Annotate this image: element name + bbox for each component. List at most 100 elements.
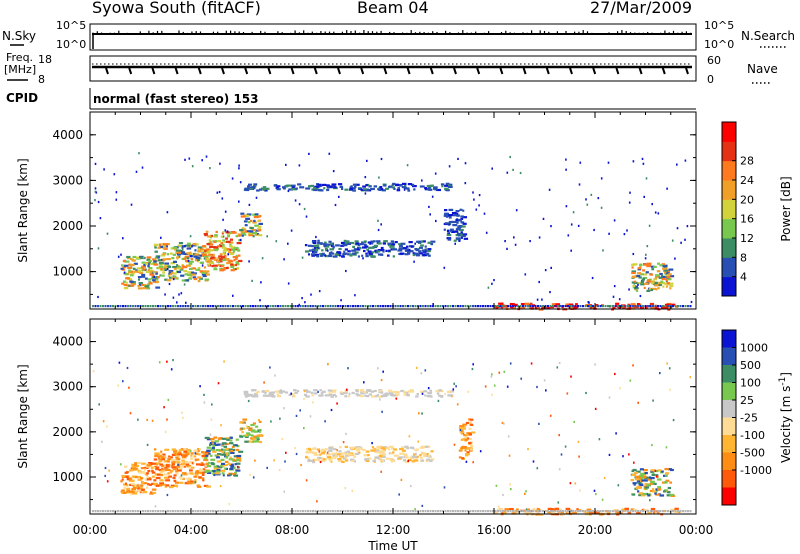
echo-cell xyxy=(141,462,146,465)
echo-cell xyxy=(363,249,366,253)
echo-cell xyxy=(312,461,316,464)
echo-cell xyxy=(524,511,529,514)
echo-cell xyxy=(250,430,255,433)
echo-cell xyxy=(157,256,160,259)
echo-cell xyxy=(126,471,129,474)
near-range-echo xyxy=(364,305,367,308)
sparse-echo xyxy=(228,502,231,506)
sparse-echo xyxy=(354,294,356,297)
echo-cell xyxy=(227,462,231,465)
near-range-echo xyxy=(94,510,97,513)
echo-cell xyxy=(220,242,224,245)
echo-cell xyxy=(208,260,212,263)
echo-cell xyxy=(213,436,218,439)
echo-cell xyxy=(158,259,161,262)
echo-cell xyxy=(229,231,233,234)
echo-cell xyxy=(650,282,654,285)
echo-cell xyxy=(141,273,146,276)
freq-tick-label: 18 xyxy=(38,53,52,66)
echo-cell xyxy=(448,223,451,226)
echo-cell xyxy=(137,276,142,279)
sparse-echo xyxy=(603,476,606,480)
near-range-echo xyxy=(377,510,379,513)
echo-cell xyxy=(221,259,227,262)
echo-cell xyxy=(223,451,226,454)
sparse-echo xyxy=(141,166,144,169)
colorbar-label-close: ] xyxy=(779,372,793,377)
near-range-echo xyxy=(637,305,639,308)
near-range-echo xyxy=(92,510,94,513)
near-range-echo xyxy=(272,305,274,308)
echo-cell xyxy=(331,452,334,455)
echo-cell xyxy=(206,438,212,441)
echo-cell xyxy=(445,189,450,192)
echo-cell xyxy=(421,249,426,252)
sparse-echo xyxy=(415,366,418,369)
sparse-echo xyxy=(676,163,678,166)
echo-cell xyxy=(371,446,374,449)
echo-cell xyxy=(379,186,383,189)
sparse-echo xyxy=(283,407,285,410)
echo-cell xyxy=(351,391,355,395)
echo-cell xyxy=(655,474,659,477)
sparse-echo xyxy=(509,362,512,365)
echo-cell xyxy=(390,452,394,455)
sparse-echo xyxy=(104,466,107,470)
echo-cell xyxy=(460,233,463,236)
echo-cell xyxy=(141,265,146,268)
near-range-echo xyxy=(532,305,534,308)
colorbar-segment xyxy=(722,160,736,181)
near-range-echo xyxy=(364,510,367,513)
sparse-echo xyxy=(318,450,320,453)
echo-cell xyxy=(241,234,244,237)
sparse-echo xyxy=(363,381,365,384)
sparse-echo xyxy=(166,211,169,214)
echo-cell xyxy=(262,186,267,189)
echo-cell xyxy=(370,390,374,393)
sparse-echo xyxy=(203,393,205,396)
echo-cell xyxy=(248,183,253,186)
sparse-echo xyxy=(622,455,624,458)
echo-cell xyxy=(460,215,464,218)
sparse-echo xyxy=(674,257,676,260)
echo-cell xyxy=(404,253,409,256)
echo-cell xyxy=(402,247,408,250)
near-range-echo xyxy=(507,305,509,308)
echo-cell xyxy=(235,263,240,266)
echo-cell xyxy=(460,448,463,451)
near-range-echo xyxy=(574,510,577,513)
sparse-echo xyxy=(330,408,333,412)
echo-cell xyxy=(315,392,318,395)
sparse-echo xyxy=(278,469,281,472)
echo-cell xyxy=(305,187,311,190)
echo-cell xyxy=(176,267,182,270)
sparse-echo xyxy=(538,236,541,239)
echo-cell xyxy=(234,463,237,466)
sparse-echo xyxy=(300,463,302,467)
echo-cell xyxy=(229,238,233,241)
echo-cell xyxy=(218,470,221,473)
echo-cell xyxy=(293,389,297,392)
echo-cell xyxy=(382,242,386,245)
echo-cell xyxy=(158,245,162,248)
echo-cell xyxy=(220,245,223,248)
echo-cell xyxy=(638,483,643,486)
echo-cell xyxy=(150,467,154,471)
echo-cell xyxy=(310,391,314,394)
near-range-echo xyxy=(632,305,634,308)
echo-cell xyxy=(124,465,128,468)
echo-cell xyxy=(380,447,386,450)
echo-cell xyxy=(149,492,154,495)
near-range-echo xyxy=(277,305,279,308)
echo-cell xyxy=(220,469,226,472)
echo-cell xyxy=(445,215,450,218)
echo-cell xyxy=(320,242,323,245)
echo-cell xyxy=(643,263,648,266)
near-range-echo xyxy=(294,510,297,513)
echo-cell xyxy=(380,391,384,394)
echo-cell xyxy=(197,267,201,270)
echo-cell xyxy=(180,477,184,480)
near-range-echo xyxy=(602,305,604,308)
y-tick-label: 1000 xyxy=(52,470,83,484)
echo-cell xyxy=(463,434,466,437)
